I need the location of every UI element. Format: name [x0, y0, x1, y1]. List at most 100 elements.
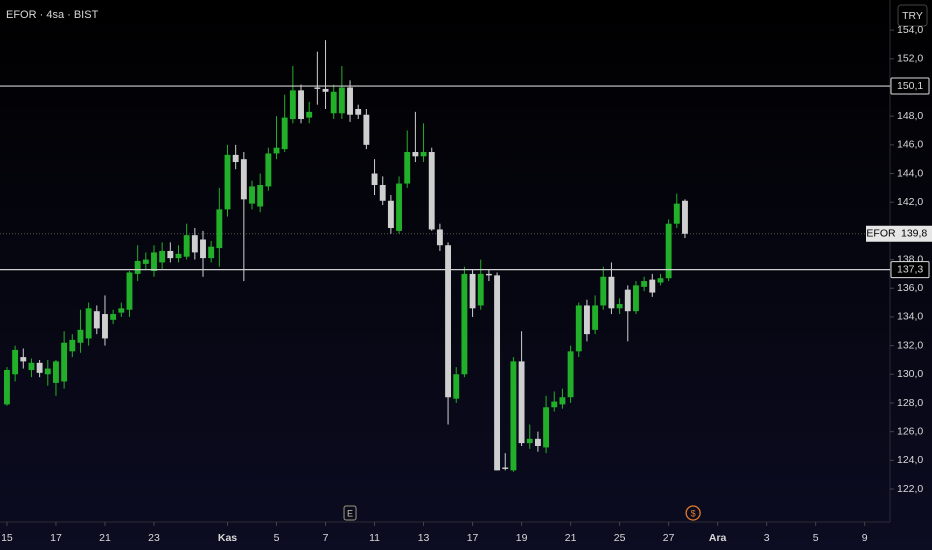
candle-body [510, 361, 517, 471]
candle-body [592, 305, 599, 330]
candle-body [20, 357, 27, 362]
x-tick-label: 17 [50, 532, 62, 544]
candle-body [485, 273, 492, 276]
y-tick-label: 134,0 [897, 311, 923, 323]
candle-body [224, 154, 231, 210]
candle-body [469, 273, 476, 309]
y-tick-label: 126,0 [897, 425, 923, 437]
candle-body [649, 279, 656, 293]
candle-body [330, 91, 337, 114]
candle-body [477, 273, 484, 306]
candle-body [673, 203, 680, 224]
candle-body [306, 111, 313, 118]
candle-body [575, 305, 582, 352]
candle-body [281, 117, 288, 150]
candle-body [641, 281, 648, 287]
candle-body [69, 339, 76, 352]
y-tick-label: 122,0 [897, 483, 923, 495]
price-label-box [890, 261, 930, 279]
candle-body [608, 276, 615, 309]
candle-body [232, 154, 239, 163]
x-tick-label: 5 [274, 532, 280, 544]
candle-body [44, 368, 51, 375]
x-tick-label: 15 [1, 532, 13, 544]
x-tick-label: 21 [565, 532, 577, 544]
y-tick-label: 132,0 [897, 339, 923, 351]
candle-body [502, 467, 509, 469]
candle-body [61, 342, 68, 382]
candle-body [12, 349, 19, 375]
candle-body [159, 250, 166, 263]
price-label-box [890, 77, 930, 95]
x-tick-label: 5 [813, 532, 819, 544]
price-label: 137,3 [897, 263, 923, 275]
currency[interactable]: TRY [902, 10, 923, 22]
candle-body [175, 253, 182, 259]
candle-body [445, 245, 452, 398]
symbol-label-box [866, 225, 896, 242]
candle-body [28, 362, 35, 370]
candle-body [633, 285, 639, 312]
candle-body [53, 361, 59, 383]
candle-body [208, 246, 215, 259]
y-tick-label: 144,0 [897, 167, 923, 179]
candle-body [249, 186, 255, 204]
y-tick-label: 148,0 [897, 110, 923, 122]
candle-body [265, 153, 272, 187]
y-tick-label: 142,0 [897, 196, 923, 208]
x-tick-label: 27 [663, 532, 675, 544]
event-label: $ [691, 508, 696, 518]
candle-body [583, 305, 590, 335]
candle-body [36, 362, 43, 373]
y-tick-label: 130,0 [897, 368, 923, 380]
y-tick-label: 154,0 [897, 24, 923, 36]
candle-body [379, 184, 386, 201]
candle-body [404, 152, 411, 184]
last-price-label: 139,8 [901, 228, 927, 240]
y-tick-label: 136,0 [897, 282, 923, 294]
candle-body [453, 374, 460, 399]
candle-body [494, 275, 501, 471]
candle-body [93, 311, 100, 329]
candle-body [4, 369, 10, 405]
candle-body [151, 252, 157, 272]
x-tick-label: Kas [218, 532, 237, 544]
candle-body [322, 88, 329, 92]
candle-body [347, 87, 353, 115]
candle-body [420, 152, 427, 157]
x-tick-label: 19 [516, 532, 528, 544]
price-label: 150,1 [897, 80, 923, 92]
x-tick-label: 9 [862, 532, 868, 544]
symbol-label: EFOR [866, 228, 896, 240]
candle-body [600, 276, 607, 306]
event-marker [343, 505, 357, 521]
candle-body [551, 401, 558, 408]
candle-body [461, 273, 468, 375]
candle-body [240, 159, 247, 200]
candle-body [396, 183, 402, 231]
y-tick-label: 146,0 [897, 139, 923, 151]
candle-body [126, 272, 133, 310]
candle-body [412, 152, 419, 157]
candle-body [298, 90, 304, 120]
candle-body [191, 235, 198, 253]
candle-body [363, 114, 370, 145]
last-price-box [896, 225, 932, 242]
candle-body [559, 397, 566, 405]
candle-body [200, 239, 206, 259]
candle-body [616, 304, 623, 309]
candle-body [665, 223, 672, 279]
candle-body [314, 87, 321, 89]
candle-body [142, 259, 149, 264]
currency-button[interactable] [897, 4, 928, 27]
candle-body [657, 278, 664, 283]
y-tick-label: 128,0 [897, 397, 923, 409]
candle-body [355, 108, 362, 115]
candle-body [543, 407, 550, 448]
x-tick-label: 3 [764, 532, 770, 544]
candle-body [289, 90, 296, 120]
x-tick-label: 11 [369, 532, 380, 544]
candle-body [183, 235, 190, 257]
candle-body [273, 147, 280, 154]
